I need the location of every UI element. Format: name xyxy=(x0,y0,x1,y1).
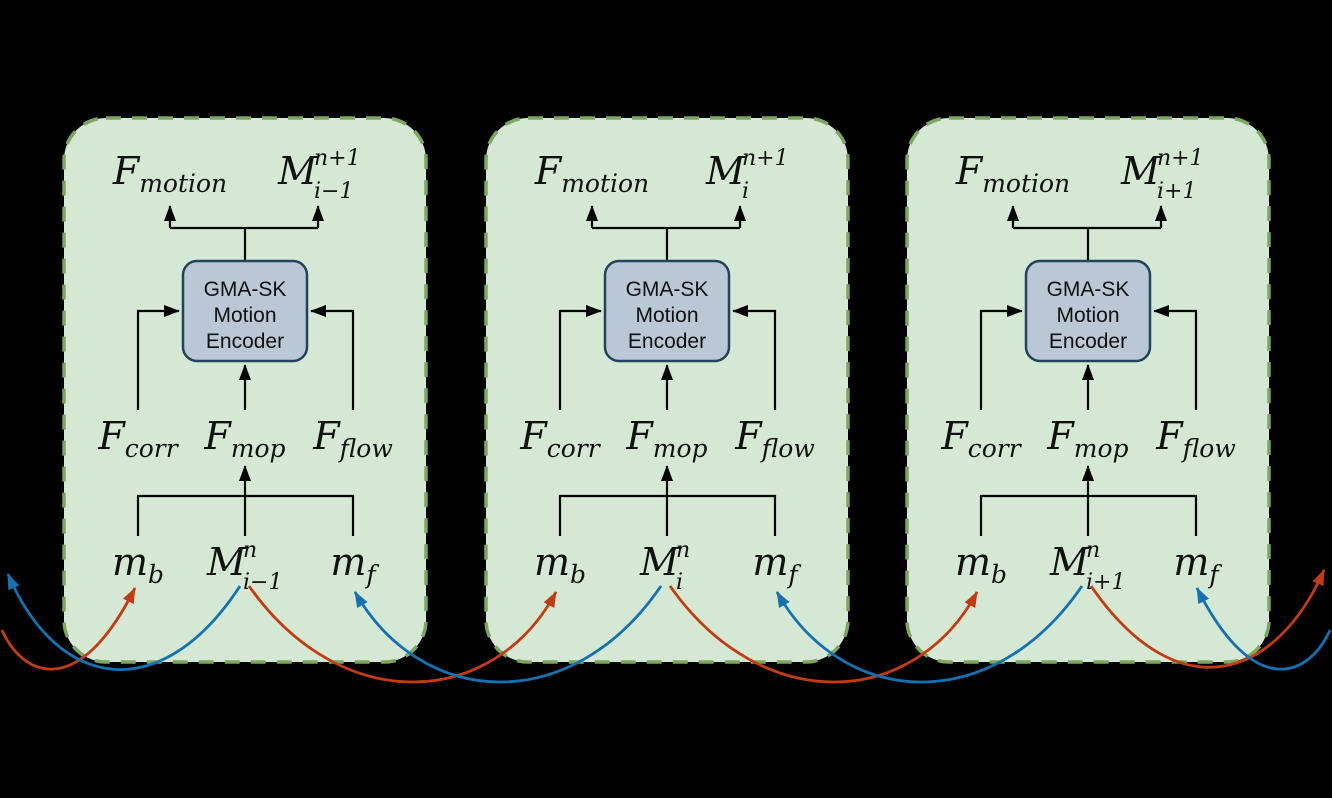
svg-text:i+1: i+1 xyxy=(1086,570,1125,595)
svg-text:M: M xyxy=(277,149,318,193)
arrow-f-corr-to-box xyxy=(136,305,180,410)
label-m-out: M n+1 i+1 xyxy=(1120,146,1204,204)
encoder-box-line1: GMA-SK xyxy=(204,278,287,301)
arrow-f-corr-to-box xyxy=(979,305,1023,410)
arrow-f-corr-to-box xyxy=(558,305,602,410)
label-m-in: M n i−1 xyxy=(206,538,282,595)
label-f-motion: Fmotion xyxy=(534,149,649,198)
svg-text:n: n xyxy=(676,538,690,563)
label-f-mop: Fmop xyxy=(203,414,285,463)
label-f-flow: Fflow xyxy=(1155,414,1236,463)
svg-text:i+1: i+1 xyxy=(1157,179,1196,204)
label-m-out: M n+1 i xyxy=(705,146,789,204)
label-f-flow: Fflow xyxy=(734,414,815,463)
gma-sk-encoder-box xyxy=(1024,259,1152,363)
label-f-corr: Fcorr xyxy=(97,414,179,463)
encoder-box-line2: Motion xyxy=(1056,304,1119,327)
svg-text:n: n xyxy=(1086,538,1100,563)
link-forward-mnext-to-offscreen-right xyxy=(1089,569,1326,669)
encoder-box-line1: GMA-SK xyxy=(1047,278,1130,301)
arrow-f-flow-to-box xyxy=(732,305,777,410)
label-m-f: mf xyxy=(330,540,379,589)
label-m-b: mb xyxy=(955,540,1007,589)
label-f-corr: Fcorr xyxy=(940,414,1022,463)
arrow-f-flow-to-box xyxy=(1153,305,1198,410)
label-m-f: mf xyxy=(752,540,801,589)
svg-text:i−1: i−1 xyxy=(243,570,282,595)
svg-text:M: M xyxy=(206,540,247,584)
link-forward-mcurrent-to-mb-next xyxy=(668,585,979,684)
link-backward-mnext-to-mf-current xyxy=(775,585,1084,684)
label-f-motion: Fmotion xyxy=(112,149,227,198)
label-f-corr: Fcorr xyxy=(519,414,601,463)
label-m-in: M n i xyxy=(639,538,690,595)
link-forward-mprev-to-mb-current xyxy=(247,585,558,684)
encoder-box-line3: Encoder xyxy=(206,330,284,353)
svg-text:i−1: i−1 xyxy=(314,179,353,204)
svg-text:i: i xyxy=(676,570,683,595)
iteration-panel-next: Fmotion M n+1 i+1 GMA-SK Motion Encoder … xyxy=(905,116,1271,664)
arrow-f-flow-to-box xyxy=(310,305,355,410)
gma-sk-encoder-box xyxy=(603,259,731,363)
label-m-b: mb xyxy=(534,540,586,589)
link-forward-offscreen-to-mb-prev xyxy=(0,587,137,671)
encoder-box-line3: Encoder xyxy=(1049,330,1127,353)
svg-text:n+1: n+1 xyxy=(314,146,361,171)
link-backward-mprev-to-offscreen-left xyxy=(6,573,242,671)
svg-text:M: M xyxy=(1049,540,1090,584)
iteration-panel-prev: Fmotion M n+1 i−1 GMA-SK Motion Encoder … xyxy=(62,116,428,664)
label-m-in: M n i+1 xyxy=(1049,538,1125,595)
svg-text:M: M xyxy=(639,540,680,584)
svg-text:M: M xyxy=(1120,149,1161,193)
svg-text:M: M xyxy=(705,149,746,193)
svg-text:n: n xyxy=(243,538,257,563)
label-m-b: mb xyxy=(112,540,164,589)
svg-text:n+1: n+1 xyxy=(742,146,789,171)
label-f-mop: Fmop xyxy=(625,414,707,463)
svg-text:i: i xyxy=(742,179,749,204)
svg-text:n+1: n+1 xyxy=(1157,146,1204,171)
label-f-motion: Fmotion xyxy=(955,149,1070,198)
gma-sk-encoder-box xyxy=(181,259,309,363)
cross-panel-links xyxy=(0,569,1332,684)
encoder-box-line2: Motion xyxy=(635,304,698,327)
label-m-f: mf xyxy=(1173,540,1222,589)
label-f-mop: Fmop xyxy=(1046,414,1128,463)
encoder-box-line2: Motion xyxy=(213,304,276,327)
link-backward-mcurrent-to-mf-prev xyxy=(353,585,663,684)
link-backward-offscreen-to-mf-next xyxy=(1195,587,1332,671)
label-m-out: M n+1 i−1 xyxy=(277,146,361,204)
encoder-box-line3: Encoder xyxy=(628,330,706,353)
iteration-panel-current: Fmotion M n+1 i GMA-SK Motion Encoder Fc… xyxy=(484,116,850,664)
label-f-flow: Fflow xyxy=(312,414,393,463)
encoder-box-line1: GMA-SK xyxy=(626,278,709,301)
